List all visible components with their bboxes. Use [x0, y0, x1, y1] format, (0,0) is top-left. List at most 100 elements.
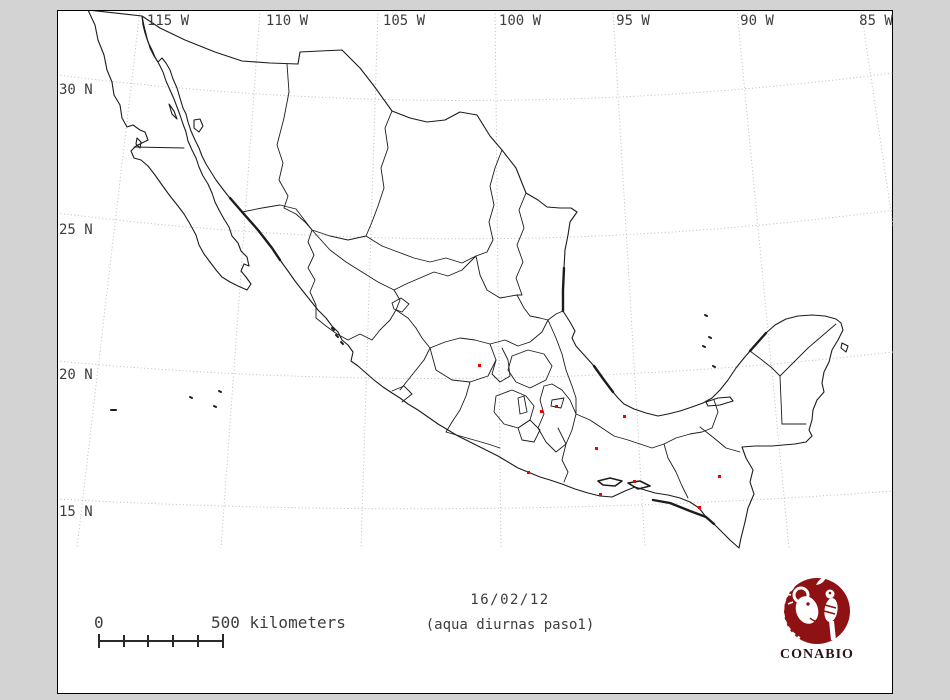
conabio-logo-text: CONABIO [780, 647, 854, 662]
queretaro [491, 347, 511, 383]
state-boundaries [133, 63, 837, 499]
colima [391, 385, 413, 403]
border-guerrero-oaxaca [557, 427, 569, 483]
lon-label: 90 W [740, 13, 774, 29]
conabio-logo [782, 577, 850, 644]
islands [110, 103, 849, 490]
logo-ram-mouth [809, 617, 820, 622]
border-coahuila-nuevoleon [475, 149, 503, 257]
arrecifes-campeche [702, 314, 716, 368]
border-sinaloa-durango [307, 229, 317, 319]
scale-bar [98, 634, 224, 648]
border-durango-zacatecas [311, 229, 395, 291]
lat-label: 25 N [59, 222, 93, 238]
lat-label: 30 N [59, 82, 93, 98]
border-usumacinta [699, 426, 741, 453]
meridian-90w [736, 11, 790, 548]
isla-tiburon [193, 118, 204, 133]
logo-ram-eye [806, 602, 810, 606]
morelos [517, 419, 541, 443]
border-slp-guanajuato [429, 337, 491, 349]
border-tamaulipas-veracruz [516, 294, 564, 321]
fire-hotspot-dot [698, 506, 701, 509]
isla-del-carmen-terminos [705, 396, 734, 407]
fire-hotspot-dot [478, 364, 481, 367]
aguascalientes [391, 297, 410, 313]
logo-parrot-wing [823, 604, 837, 615]
border-veracruz-chiapas-tabasco [639, 427, 713, 449]
fire-hotspot-dot [623, 415, 626, 418]
border-michoacan-edomex [445, 381, 471, 433]
border-chihuahua-durango [311, 229, 367, 241]
logo-leaf [816, 577, 826, 585]
coastline-mainland [141, 15, 844, 549]
border-bc-bcs [133, 146, 185, 149]
estuary-shore-thick [228, 196, 768, 526]
scale-length-label: 500 kilometers [211, 613, 346, 632]
cdmx [517, 395, 528, 415]
lon-label: 95 W [616, 13, 650, 29]
land-outlines [87, 11, 849, 549]
border-veracruz-oaxaca [575, 413, 641, 445]
map-subtitle: (aqua diurnas paso1) [425, 617, 595, 633]
isla-cozumel [840, 342, 849, 353]
border-nuevoleon-slp [475, 255, 518, 299]
border-campeche-qroo [779, 375, 783, 425]
logo-ring [782, 587, 801, 639]
parallel-20n [58, 351, 893, 379]
border-sonora-sinaloa [241, 204, 313, 231]
hidalgo [507, 349, 553, 389]
border-jalisco-este [395, 309, 431, 349]
logo-parrot-tail [829, 621, 836, 640]
islas-marias [331, 327, 344, 345]
border-veracruz-oeste [547, 319, 577, 415]
fire-hotspot-dot [555, 405, 558, 408]
lon-label: 100 W [498, 13, 542, 29]
guanajuato [429, 343, 497, 383]
lon-label: 105 W [382, 13, 426, 29]
map-date: 16/02/12 [470, 592, 550, 608]
isla-cedros [135, 137, 142, 149]
meridian-105w [360, 11, 379, 548]
parallel-30n [58, 72, 893, 102]
lon-label: 115 W [146, 13, 190, 29]
fire-hotspot-dot [599, 493, 602, 496]
puebla [537, 383, 577, 453]
meridian-95w [612, 11, 646, 548]
meridian-85w [860, 11, 893, 229]
lon-label: 85 W [859, 13, 893, 29]
islas-revillagigedo [189, 390, 222, 408]
fire-hotspot-dot [540, 410, 543, 413]
border-chihuahua-coahuila [365, 110, 393, 237]
logo-parrot-body [824, 598, 838, 622]
lat-label: 15 N [59, 504, 93, 520]
logo-ram-horn [792, 586, 810, 604]
lon-label: 110 W [265, 13, 309, 29]
border-campeche-yucatan [749, 350, 781, 377]
logo-horn-ridges [785, 583, 795, 605]
lagunas-tehuantepec [597, 477, 651, 490]
border-michoacan-guerrero [445, 431, 501, 449]
meridian-110w [220, 11, 261, 548]
tlaxcala [550, 397, 565, 409]
fire-hotspot-dot [527, 471, 530, 474]
parallel-25n [58, 209, 893, 240]
scale-zero-label: 0 [94, 613, 104, 632]
border-coahuila-sur [365, 235, 477, 264]
border-zacatecas-slp [393, 255, 477, 291]
fire-hotspot-dot [633, 480, 636, 483]
border-slp-hidalgo [489, 319, 549, 347]
fire-hotspot-dot [718, 475, 721, 478]
graticule [58, 11, 893, 548]
border-sonora-chihuahua [276, 63, 313, 231]
logo-parrot-eye [828, 591, 832, 595]
meridian-100w [494, 11, 502, 548]
border-jalisco-michoacan [399, 347, 431, 391]
border-tabasco-campeche [711, 399, 719, 429]
border-zacatecas-jalisco [371, 289, 401, 341]
edomex [493, 389, 535, 429]
border-nuevoleon-tamaulipas [515, 192, 527, 296]
parallel-15n [58, 490, 893, 510]
